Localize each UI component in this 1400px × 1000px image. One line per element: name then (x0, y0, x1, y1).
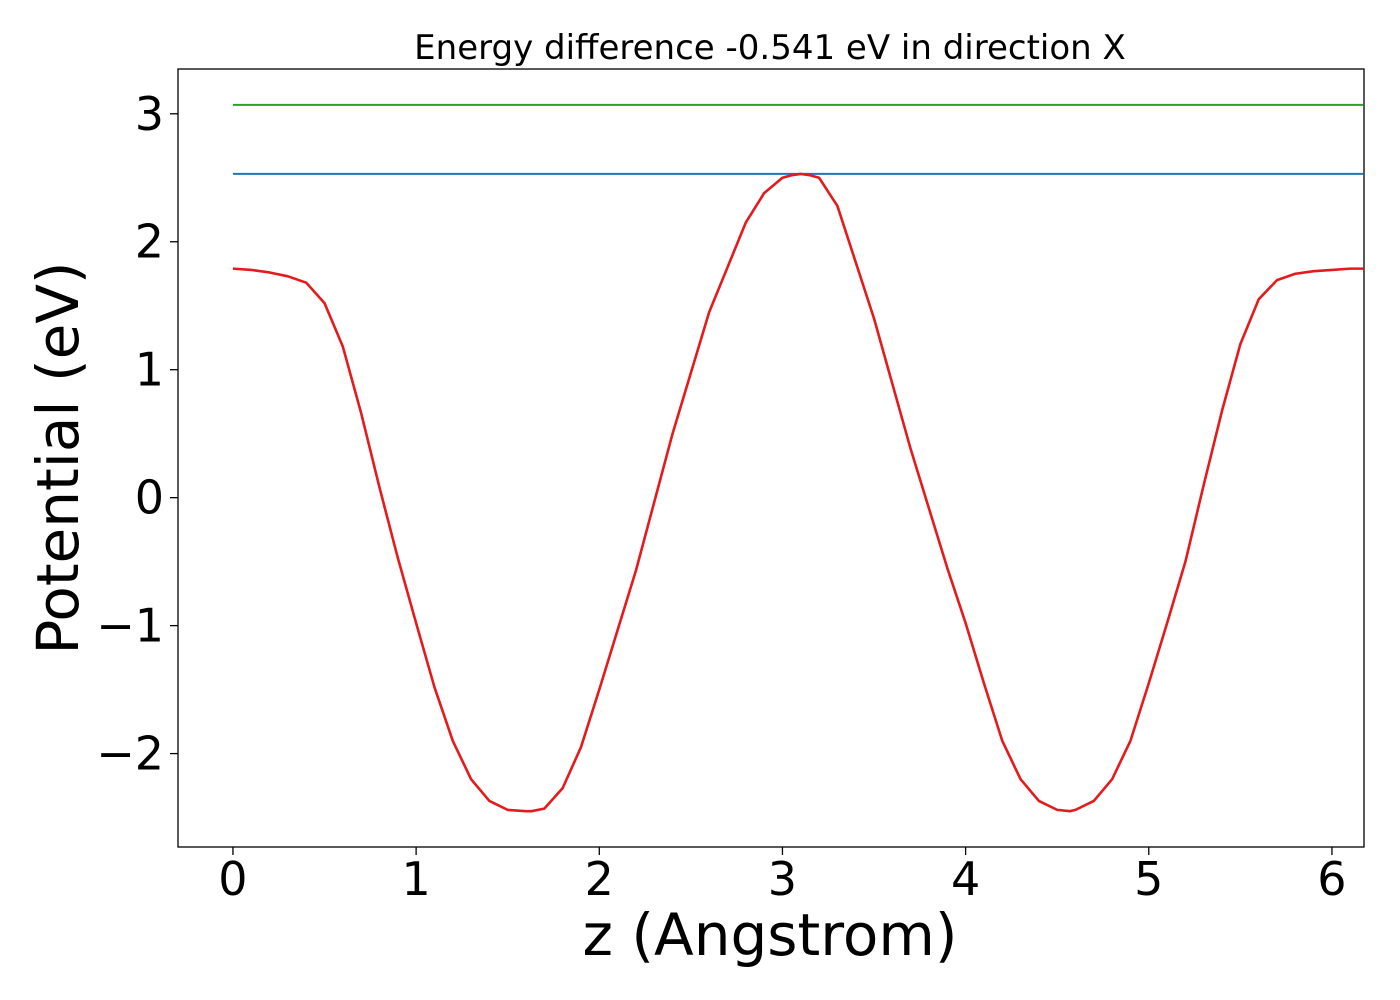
x-axis-ticks: 0 1 2 3 4 5 6 (218, 847, 1347, 906)
chart-title: Energy difference -0.541 eV in direction… (414, 28, 1126, 68)
x-tick-label: 0 (218, 852, 247, 906)
y-tick-label: 0 (135, 471, 164, 525)
y-tick-label: 3 (135, 87, 164, 141)
x-axis-label: z (Angstrom) (583, 901, 958, 969)
series-layer (232, 103, 1364, 813)
x-tick-label: 5 (1134, 852, 1163, 906)
y-tick-label: −1 (96, 599, 164, 653)
y-axis-ticks: −2 −1 0 1 2 3 (96, 87, 178, 781)
y-tick-label: −2 (96, 727, 164, 781)
series-line-3 (232, 172, 1364, 813)
x-tick-label: 2 (585, 852, 614, 906)
x-tick-label: 1 (401, 852, 430, 906)
x-tick-label: 3 (768, 852, 797, 906)
y-axis-label: Potential (eV) (24, 261, 92, 654)
plot-frame (177, 68, 1365, 848)
y-tick-label: 1 (135, 343, 164, 397)
x-tick-label: 6 (1317, 852, 1346, 906)
y-tick-label: 2 (135, 215, 164, 269)
x-tick-label: 4 (951, 852, 980, 906)
